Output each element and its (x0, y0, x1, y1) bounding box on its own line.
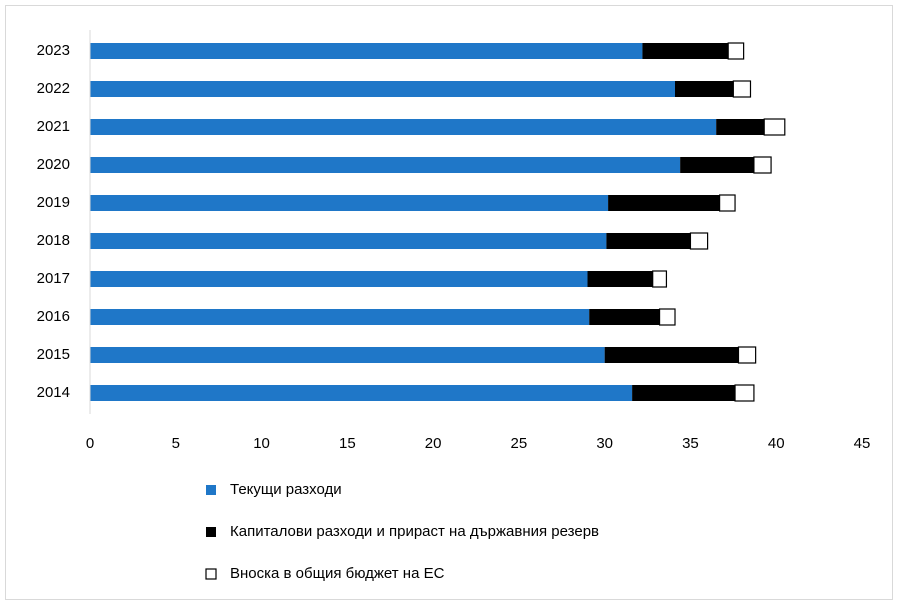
bar-segment (90, 347, 605, 363)
x-tick-label: 0 (86, 435, 94, 452)
x-tick-label: 20 (425, 435, 442, 452)
bar-segment (734, 384, 755, 402)
bar-segment (658, 308, 676, 326)
bar-segment (90, 271, 588, 287)
y-tick-label: 2022 (37, 80, 70, 97)
bar-segment (90, 385, 633, 401)
bar-segment (90, 157, 681, 173)
bar-segment (587, 271, 653, 287)
x-tick-label: 5 (172, 435, 180, 452)
bar-segment (675, 81, 734, 97)
bar-segment (719, 194, 736, 212)
bar-segment (716, 119, 765, 135)
bar-segment (652, 270, 668, 288)
y-tick-label: 2017 (37, 270, 70, 287)
x-tick-label: 40 (768, 435, 785, 452)
bar-segment (90, 233, 607, 249)
bar-segment (737, 346, 757, 364)
legend-swatch (206, 527, 216, 537)
bar-segment (606, 233, 691, 249)
bar-segment (732, 80, 752, 98)
bar-segment (642, 43, 729, 59)
x-tick-label: 30 (596, 435, 613, 452)
x-tick-label: 35 (682, 435, 699, 452)
bar-segment (680, 157, 754, 173)
bar-segment (90, 195, 609, 211)
bar-segment (727, 42, 745, 60)
bar-segment (632, 385, 736, 401)
bar-segment (604, 347, 739, 363)
y-tick-label: 2015 (37, 346, 70, 363)
bar-segment (763, 118, 786, 136)
legend-label: Вноска в общия бюджет на ЕС (230, 565, 445, 582)
bar-segment (589, 309, 660, 325)
bar-segment (90, 119, 717, 135)
bar-segment (608, 195, 720, 211)
chart-frame (5, 5, 893, 600)
y-tick-label: 2016 (37, 308, 70, 325)
legend-swatch (205, 568, 217, 580)
bar-segment (689, 232, 709, 250)
y-tick-label: 2021 (37, 118, 70, 135)
y-tick-label: 2023 (37, 42, 70, 59)
bar-segment (90, 43, 643, 59)
bar-segment (90, 309, 590, 325)
y-tick-label: 2018 (37, 232, 70, 249)
y-tick-label: 2020 (37, 156, 70, 173)
x-tick-label: 25 (511, 435, 528, 452)
legend-label: Капиталови разходи и прираст на държавни… (230, 523, 599, 540)
x-tick-label: 10 (253, 435, 270, 452)
bar-segment (90, 81, 676, 97)
x-tick-label: 15 (339, 435, 356, 452)
x-tick-label: 45 (854, 435, 871, 452)
bar-segment (753, 156, 772, 174)
y-tick-label: 2014 (37, 384, 70, 401)
y-tick-label: 2019 (37, 194, 70, 211)
legend-swatch (206, 485, 216, 495)
legend-label: Текущи разходи (230, 481, 342, 498)
